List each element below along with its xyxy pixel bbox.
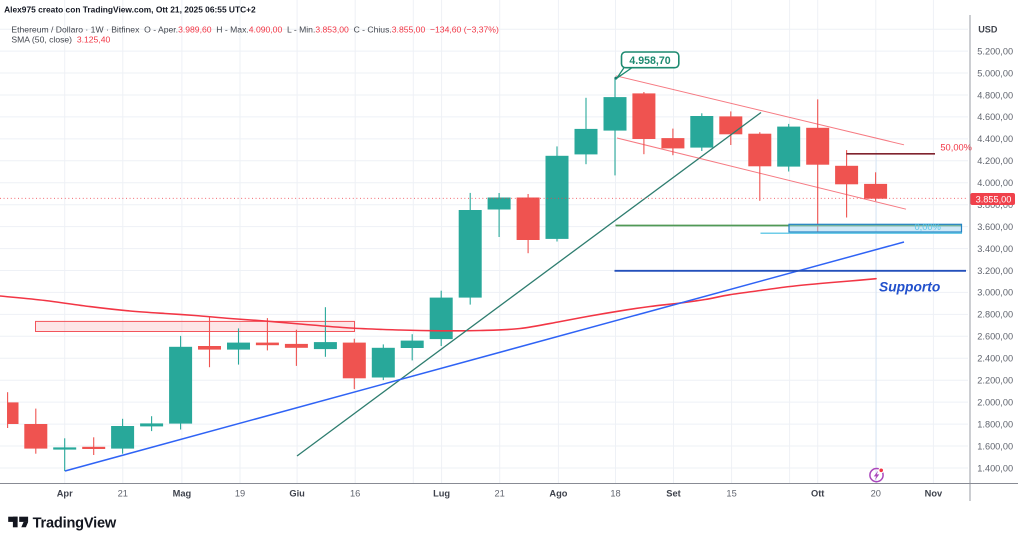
svg-text:1.600,00: 1.600,00 <box>977 441 1013 451</box>
svg-text:Set: Set <box>666 488 680 498</box>
svg-text:Mag: Mag <box>173 488 192 498</box>
svg-text:4.958,70: 4.958,70 <box>629 55 670 67</box>
svg-text:USD: USD <box>978 24 998 34</box>
svg-text:2.400,00: 2.400,00 <box>977 354 1013 364</box>
svg-text:2.200,00: 2.200,00 <box>977 376 1013 386</box>
svg-text:21: 21 <box>118 488 128 498</box>
svg-text:4.400,00: 4.400,00 <box>977 134 1013 144</box>
svg-text:Lug: Lug <box>433 488 450 498</box>
svg-text:21: 21 <box>495 488 505 498</box>
svg-text:16: 16 <box>350 488 360 498</box>
svg-text:4.800,00: 4.800,00 <box>977 90 1013 100</box>
svg-text:1.800,00: 1.800,00 <box>977 419 1013 429</box>
svg-text:5.000,00: 5.000,00 <box>977 68 1013 78</box>
svg-text:15: 15 <box>726 488 736 498</box>
svg-text:Nov: Nov <box>925 488 943 498</box>
svg-text:5.200,00: 5.200,00 <box>977 46 1013 56</box>
svg-text:19: 19 <box>235 488 245 498</box>
svg-text:3.600,00: 3.600,00 <box>977 222 1013 232</box>
svg-text:Supporto: Supporto <box>879 279 940 294</box>
svg-text:50,00%: 50,00% <box>940 143 972 153</box>
svg-text:3.000,00: 3.000,00 <box>977 288 1013 298</box>
svg-text:3.400,00: 3.400,00 <box>977 244 1013 254</box>
svg-text:3.200,00: 3.200,00 <box>977 266 1013 276</box>
svg-text:2.600,00: 2.600,00 <box>977 332 1013 342</box>
svg-text:Giu: Giu <box>289 488 305 498</box>
svg-text:2.800,00: 2.800,00 <box>977 310 1013 320</box>
svg-text:SMA (50, close) 3.125,40: SMA (50, close) 3.125,40 <box>11 35 110 45</box>
svg-text:4.200,00: 4.200,00 <box>977 156 1013 166</box>
svg-text:18: 18 <box>610 488 620 498</box>
svg-text:Alex975 creato con TradingView: Alex975 creato con TradingView.com, Ott … <box>4 5 256 15</box>
svg-text:Ott: Ott <box>811 488 824 498</box>
svg-text:2.000,00: 2.000,00 <box>977 397 1013 407</box>
svg-text:3.855,00: 3.855,00 <box>976 194 1012 204</box>
svg-text:4.600,00: 4.600,00 <box>977 112 1013 122</box>
svg-text:4.000,00: 4.000,00 <box>977 178 1013 188</box>
svg-text:Apr: Apr <box>57 488 73 498</box>
svg-text:Ago: Ago <box>549 488 567 498</box>
svg-text:20: 20 <box>871 488 881 498</box>
svg-text:1.400,00: 1.400,00 <box>977 463 1013 473</box>
svg-text:0,00%: 0,00% <box>915 222 941 232</box>
svg-text:TradingView: TradingView <box>33 516 117 532</box>
svg-text:Ethereum / Dollaro · 1W · Bitf: Ethereum / Dollaro · 1W · Bitfinex O - A… <box>11 25 499 35</box>
